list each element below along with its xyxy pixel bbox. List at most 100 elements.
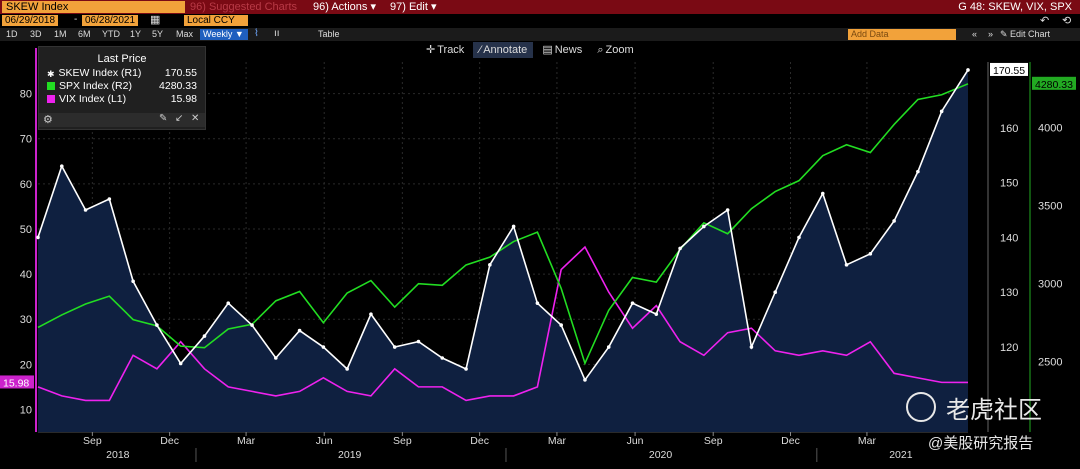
add-data-field[interactable]: Add Data bbox=[848, 29, 956, 40]
chart-group-title: G 48: SKEW, VIX, SPX bbox=[958, 1, 1072, 13]
legend-row-skew: ✱ SKEW Index (R1) bbox=[47, 67, 141, 79]
x-tick-label: Jun bbox=[627, 435, 644, 447]
skew-point bbox=[131, 279, 135, 284]
left-tick-label: 30 bbox=[20, 314, 32, 326]
skew-point bbox=[844, 263, 849, 267]
bar-style-icon[interactable]: ıı bbox=[274, 28, 280, 39]
resize-icon[interactable]: ↙ bbox=[175, 113, 184, 124]
actions-menu[interactable]: 96) Actions ▾ bbox=[313, 1, 376, 13]
skew-point bbox=[654, 312, 659, 316]
year-label: 2019 bbox=[338, 449, 362, 461]
skew-series-line bbox=[37, 69, 969, 382]
skew-point bbox=[820, 191, 825, 196]
expand-icon[interactable]: » bbox=[988, 29, 994, 39]
period-1d[interactable]: 1D bbox=[6, 29, 18, 39]
x-tick-label: Sep bbox=[704, 435, 723, 447]
vix-last-value-tag-bg bbox=[0, 375, 34, 389]
right1-tick-label: 160 bbox=[1000, 123, 1018, 135]
line-chart-icon[interactable]: ⌇ bbox=[254, 28, 259, 39]
currency-select[interactable]: Local CCY bbox=[184, 15, 248, 26]
period-ytd[interactable]: YTD bbox=[102, 29, 120, 39]
spx-last-value-tag-bg bbox=[1032, 76, 1076, 90]
legend-value: 170.55 bbox=[164, 67, 197, 79]
right2-tick-label: 4000 bbox=[1038, 123, 1062, 135]
crosshair-icon: ✛ bbox=[426, 44, 436, 56]
zoom-label: Zoom bbox=[605, 44, 634, 56]
right2-tick-label: 3500 bbox=[1038, 201, 1062, 213]
x-tick-label: Jun bbox=[316, 435, 333, 447]
x-tick-label: Mar bbox=[548, 435, 567, 447]
pencil-icon: ⁄ bbox=[479, 44, 482, 56]
right1-tick-label: 120 bbox=[1000, 342, 1018, 354]
legend-label: SKEW Index (R1) bbox=[58, 67, 142, 79]
track-tool[interactable]: ✛ Track bbox=[420, 42, 470, 58]
period-6m[interactable]: 6M bbox=[78, 29, 91, 39]
left-tick-label: 50 bbox=[20, 224, 32, 236]
period-5y[interactable]: 5Y bbox=[152, 29, 164, 39]
skew-point bbox=[321, 345, 326, 349]
frequency-select[interactable]: Weekly ▼ bbox=[200, 29, 248, 40]
news-label: News bbox=[554, 44, 583, 56]
skew-point bbox=[773, 290, 778, 295]
undo-icon[interactable]: ↶ bbox=[1040, 15, 1050, 27]
period-1y[interactable]: 1Y bbox=[130, 29, 142, 39]
skew-last-value-tag: 170.55 bbox=[993, 65, 1025, 77]
close-icon[interactable]: ✕ bbox=[191, 113, 200, 124]
news-tool[interactable]: ▤ News bbox=[536, 42, 588, 58]
skew-point bbox=[155, 323, 159, 327]
skew-point bbox=[797, 235, 801, 240]
table-button[interactable]: Table bbox=[318, 29, 340, 39]
period-1m[interactable]: 1M bbox=[54, 29, 67, 39]
zoom-tool[interactable]: ⌕ Zoom bbox=[591, 42, 639, 58]
skew-point bbox=[939, 109, 944, 114]
legend-panel[interactable]: Last Price ✱ SKEW Index (R1) 170.55 SPX I… bbox=[38, 46, 206, 130]
legend-value: 15.98 bbox=[170, 93, 197, 105]
skew-point bbox=[868, 252, 873, 256]
x-tick-label: Dec bbox=[470, 435, 489, 447]
start-date-field[interactable]: 06/29/2018 bbox=[2, 15, 59, 26]
edit-menu[interactable]: 97) Edit ▾ bbox=[390, 1, 437, 13]
legend-row-spx: SPX Index (R2) bbox=[47, 80, 132, 92]
function-bar bbox=[0, 0, 1080, 14]
period-max[interactable]: Max bbox=[176, 29, 194, 39]
skew-point bbox=[107, 197, 112, 201]
legend-title: Last Price bbox=[97, 53, 147, 65]
skew-point bbox=[297, 328, 302, 333]
legend-tools: ⚙ ✎ ↙ ✕ bbox=[39, 113, 205, 127]
year-label: 2018 bbox=[106, 449, 130, 461]
suggested-charts-menu[interactable]: 96) Suggested Charts bbox=[190, 1, 298, 13]
calendar-icon[interactable]: ▦ bbox=[150, 14, 161, 26]
skew-point bbox=[274, 356, 278, 360]
gear-icon[interactable]: ⚙ bbox=[43, 114, 53, 126]
legend-label: SPX Index (R2) bbox=[59, 80, 132, 92]
date-separator: - bbox=[74, 14, 78, 25]
skew-point bbox=[416, 339, 421, 344]
skew-point bbox=[36, 235, 40, 240]
skew-point bbox=[511, 224, 516, 229]
period-bar bbox=[0, 28, 1080, 41]
skew-point bbox=[369, 312, 373, 316]
x-tick-label: Sep bbox=[83, 435, 102, 447]
period-3d[interactable]: 3D bbox=[30, 29, 42, 39]
left-tick-label: 60 bbox=[20, 179, 32, 191]
x-tick-label: Dec bbox=[160, 435, 179, 447]
x-tick-label: Dec bbox=[781, 435, 800, 447]
skew-point bbox=[916, 169, 920, 174]
year-label: 2020 bbox=[649, 449, 673, 461]
edit-chart-button[interactable]: ✎ Edit Chart bbox=[1000, 29, 1051, 39]
ticker-input[interactable]: SKEW Index bbox=[2, 1, 185, 13]
skew-point bbox=[59, 164, 64, 168]
refresh-icon[interactable]: ⟲ bbox=[1062, 15, 1072, 27]
skew-point bbox=[440, 356, 445, 360]
pin-icon[interactable]: ✎ bbox=[159, 113, 168, 124]
right1-tick-label: 140 bbox=[1000, 232, 1018, 244]
end-date-field[interactable]: 06/28/2021 bbox=[82, 15, 139, 26]
skew-point bbox=[345, 367, 349, 371]
collapse-icon[interactable]: « bbox=[972, 29, 978, 39]
x-tick-label: Mar bbox=[237, 435, 256, 447]
left-tick-label: 40 bbox=[20, 269, 32, 281]
legend-value: 4280.33 bbox=[159, 80, 197, 92]
spx-last-value-tag: 4280.33 bbox=[1035, 79, 1073, 91]
annotate-tool[interactable]: ⁄ Annotate bbox=[473, 42, 534, 58]
skew-point bbox=[749, 345, 754, 349]
